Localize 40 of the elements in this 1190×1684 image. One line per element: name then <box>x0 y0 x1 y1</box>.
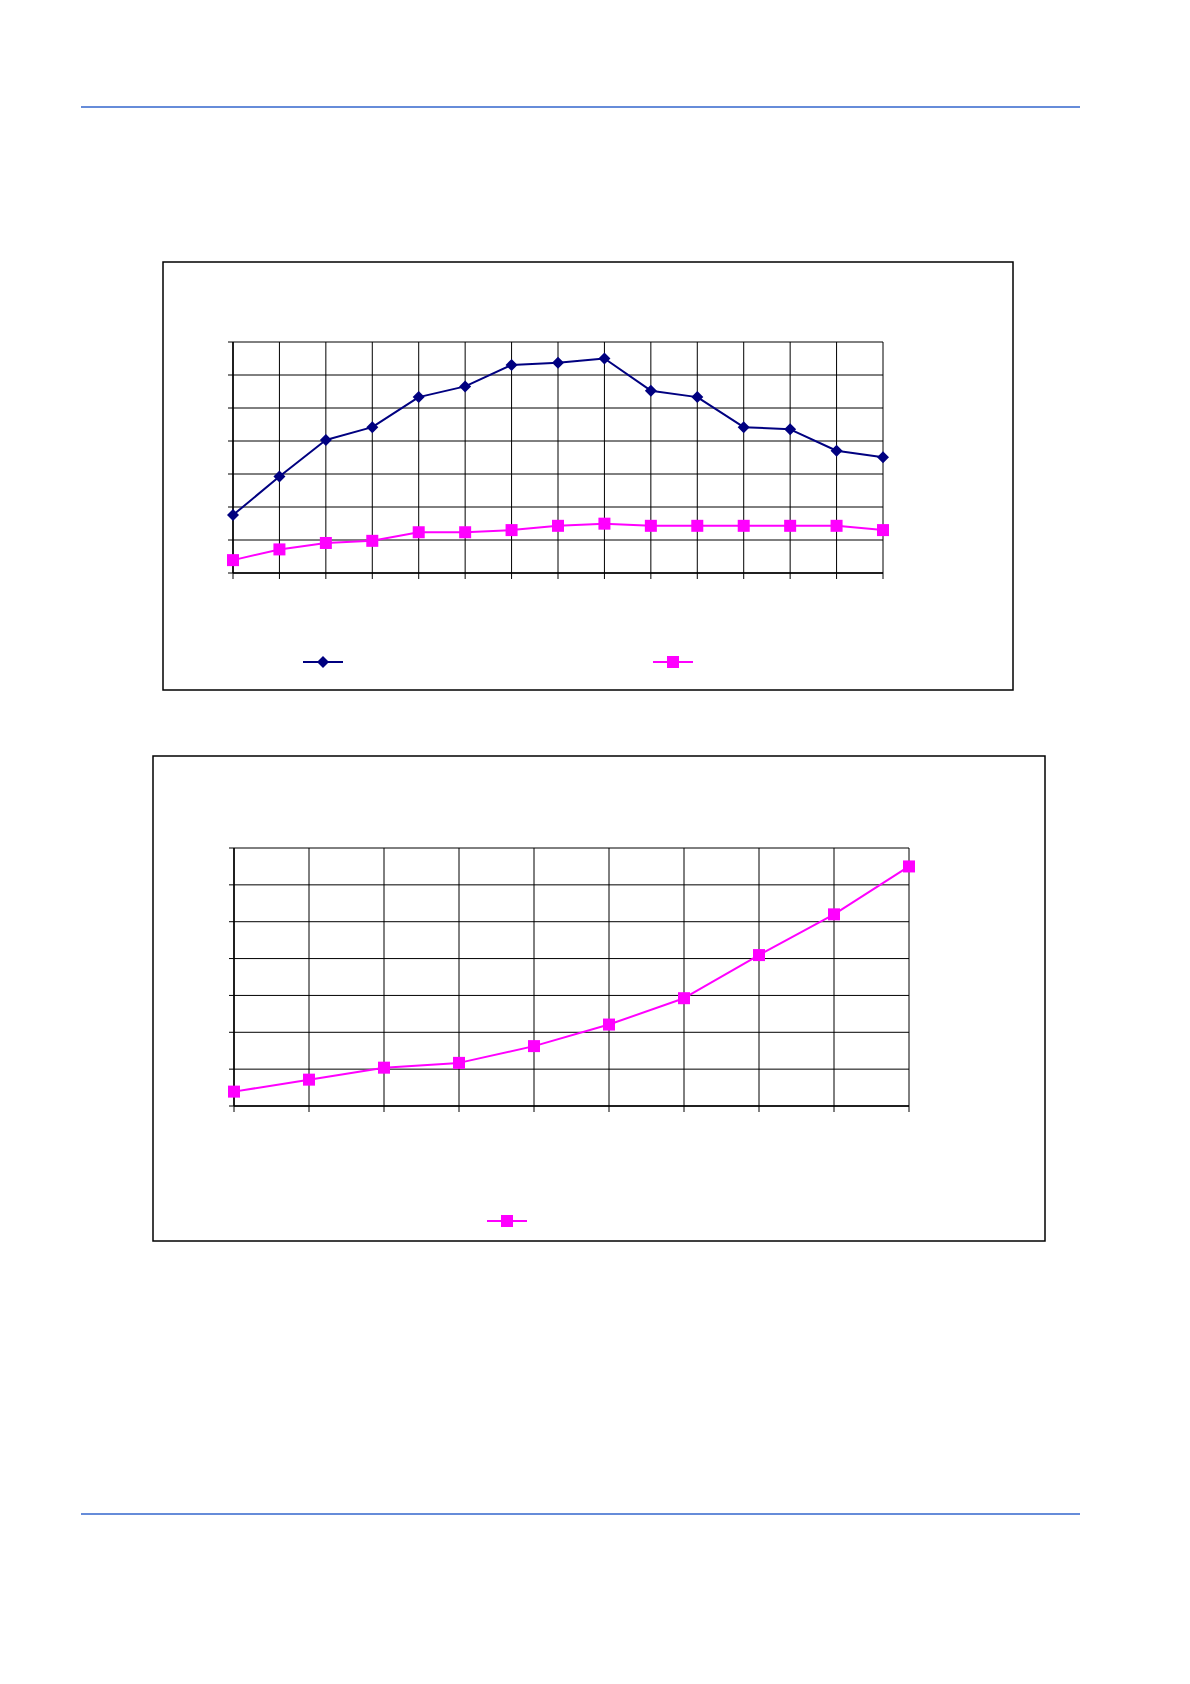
point <box>877 524 889 537</box>
point <box>678 992 690 1005</box>
point <box>644 519 657 532</box>
point <box>552 519 564 532</box>
point <box>603 1018 615 1031</box>
point <box>877 451 889 464</box>
point <box>691 391 704 404</box>
point <box>903 860 915 873</box>
point <box>319 434 332 447</box>
point <box>273 543 286 556</box>
point <box>644 384 657 397</box>
point <box>459 526 472 539</box>
point <box>828 908 840 921</box>
point <box>737 421 750 434</box>
point <box>366 421 379 434</box>
point <box>412 526 425 539</box>
point <box>784 519 797 532</box>
point <box>505 524 518 537</box>
point <box>459 380 472 393</box>
point <box>552 356 564 369</box>
point <box>784 423 797 436</box>
point <box>830 519 843 532</box>
point <box>273 470 286 483</box>
point <box>598 352 611 365</box>
point <box>227 509 239 522</box>
point <box>319 536 332 549</box>
point <box>453 1056 465 1069</box>
point <box>228 1085 240 1098</box>
point <box>598 517 611 530</box>
point <box>303 1073 315 1086</box>
point <box>227 554 239 567</box>
point <box>737 519 750 532</box>
point <box>753 949 765 962</box>
point <box>366 534 379 547</box>
point <box>830 444 843 457</box>
point <box>412 391 425 404</box>
point <box>505 358 518 371</box>
point <box>528 1040 540 1053</box>
point <box>378 1061 390 1074</box>
point <box>691 519 704 532</box>
